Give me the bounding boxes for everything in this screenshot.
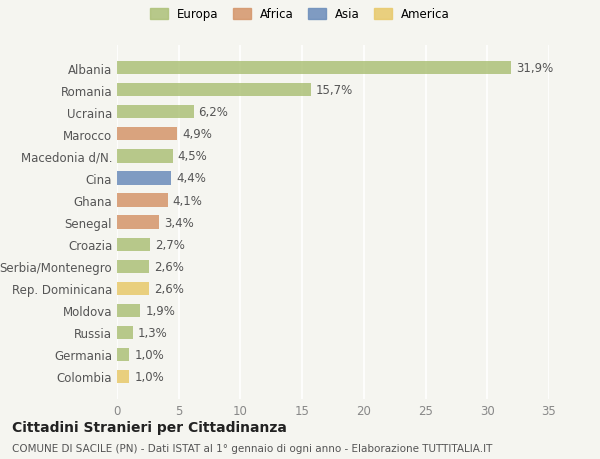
Bar [117,128,178,141]
Bar [117,282,149,295]
Text: 1,3%: 1,3% [138,326,168,339]
Text: 4,1%: 4,1% [173,194,202,207]
Text: 1,0%: 1,0% [134,348,164,361]
Bar [117,172,172,185]
Bar [117,150,173,163]
Bar [117,304,140,317]
Text: 15,7%: 15,7% [316,84,353,97]
Text: 2,7%: 2,7% [155,238,185,251]
Bar [117,238,151,251]
Text: COMUNE DI SACILE (PN) - Dati ISTAT al 1° gennaio di ogni anno - Elaborazione TUT: COMUNE DI SACILE (PN) - Dati ISTAT al 1°… [12,443,493,453]
Bar [117,62,511,75]
Legend: Europa, Africa, Asia, America: Europa, Africa, Asia, America [148,6,452,23]
Text: 4,5%: 4,5% [178,150,207,163]
Text: 31,9%: 31,9% [515,62,553,75]
Text: 2,6%: 2,6% [154,282,184,295]
Text: 1,0%: 1,0% [134,370,164,383]
Text: Cittadini Stranieri per Cittadinanza: Cittadini Stranieri per Cittadinanza [12,420,287,434]
Text: 1,9%: 1,9% [145,304,175,317]
Text: 6,2%: 6,2% [199,106,229,119]
Bar [117,260,149,273]
Bar [117,106,194,119]
Bar [117,84,311,97]
Bar [117,216,159,229]
Text: 4,4%: 4,4% [176,172,206,185]
Bar [117,194,167,207]
Text: 3,4%: 3,4% [164,216,194,229]
Bar [117,370,130,383]
Text: 4,9%: 4,9% [182,128,212,141]
Text: 2,6%: 2,6% [154,260,184,273]
Bar [117,348,130,361]
Bar [117,326,133,339]
